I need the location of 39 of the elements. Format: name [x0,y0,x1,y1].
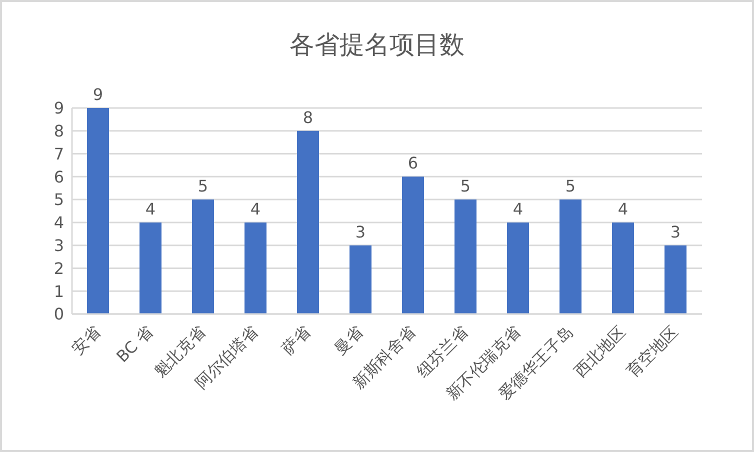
bar [297,130,319,314]
x-tick-label: 安省 [68,322,104,359]
y-tick-label: 1 [54,282,64,301]
x-tick-label: 曼省 [330,322,367,359]
y-tick-label: 5 [54,190,64,210]
bar [454,200,476,314]
y-tick-label: 3 [54,236,64,256]
y-tick-label: 6 [54,167,64,186]
bar [664,245,686,314]
data-label: 4 [618,199,628,218]
data-label: 6 [408,154,418,173]
y-tick-label: 2 [54,258,64,278]
chart-title: 各省提名项目数 [290,30,464,59]
data-label: 4 [145,199,156,218]
data-label: 4 [250,199,261,218]
data-label: 5 [460,176,471,196]
x-tick-label: BC 省 [112,322,157,366]
y-tick-label: 7 [54,144,64,164]
data-label: 5 [565,176,576,196]
bar [560,200,582,314]
data-label: 8 [302,108,314,127]
bar [140,222,162,314]
bar [402,176,424,314]
data-label: 9 [92,85,104,104]
data-label: 3 [355,222,366,242]
bar [192,200,214,314]
y-tick-label: 8 [54,122,64,141]
bar [612,222,634,314]
data-label: 3 [670,222,681,242]
bar [87,108,109,314]
bar [507,222,529,314]
x-tick-label: 萨省 [278,322,314,359]
bar [244,222,266,314]
y-tick-label: 4 [54,213,64,232]
y-tick-label: 9 [54,98,64,118]
data-label: 5 [198,176,208,196]
data-label: 4 [512,199,524,218]
y-tick-label: 0 [54,304,64,324]
bar [350,245,372,314]
